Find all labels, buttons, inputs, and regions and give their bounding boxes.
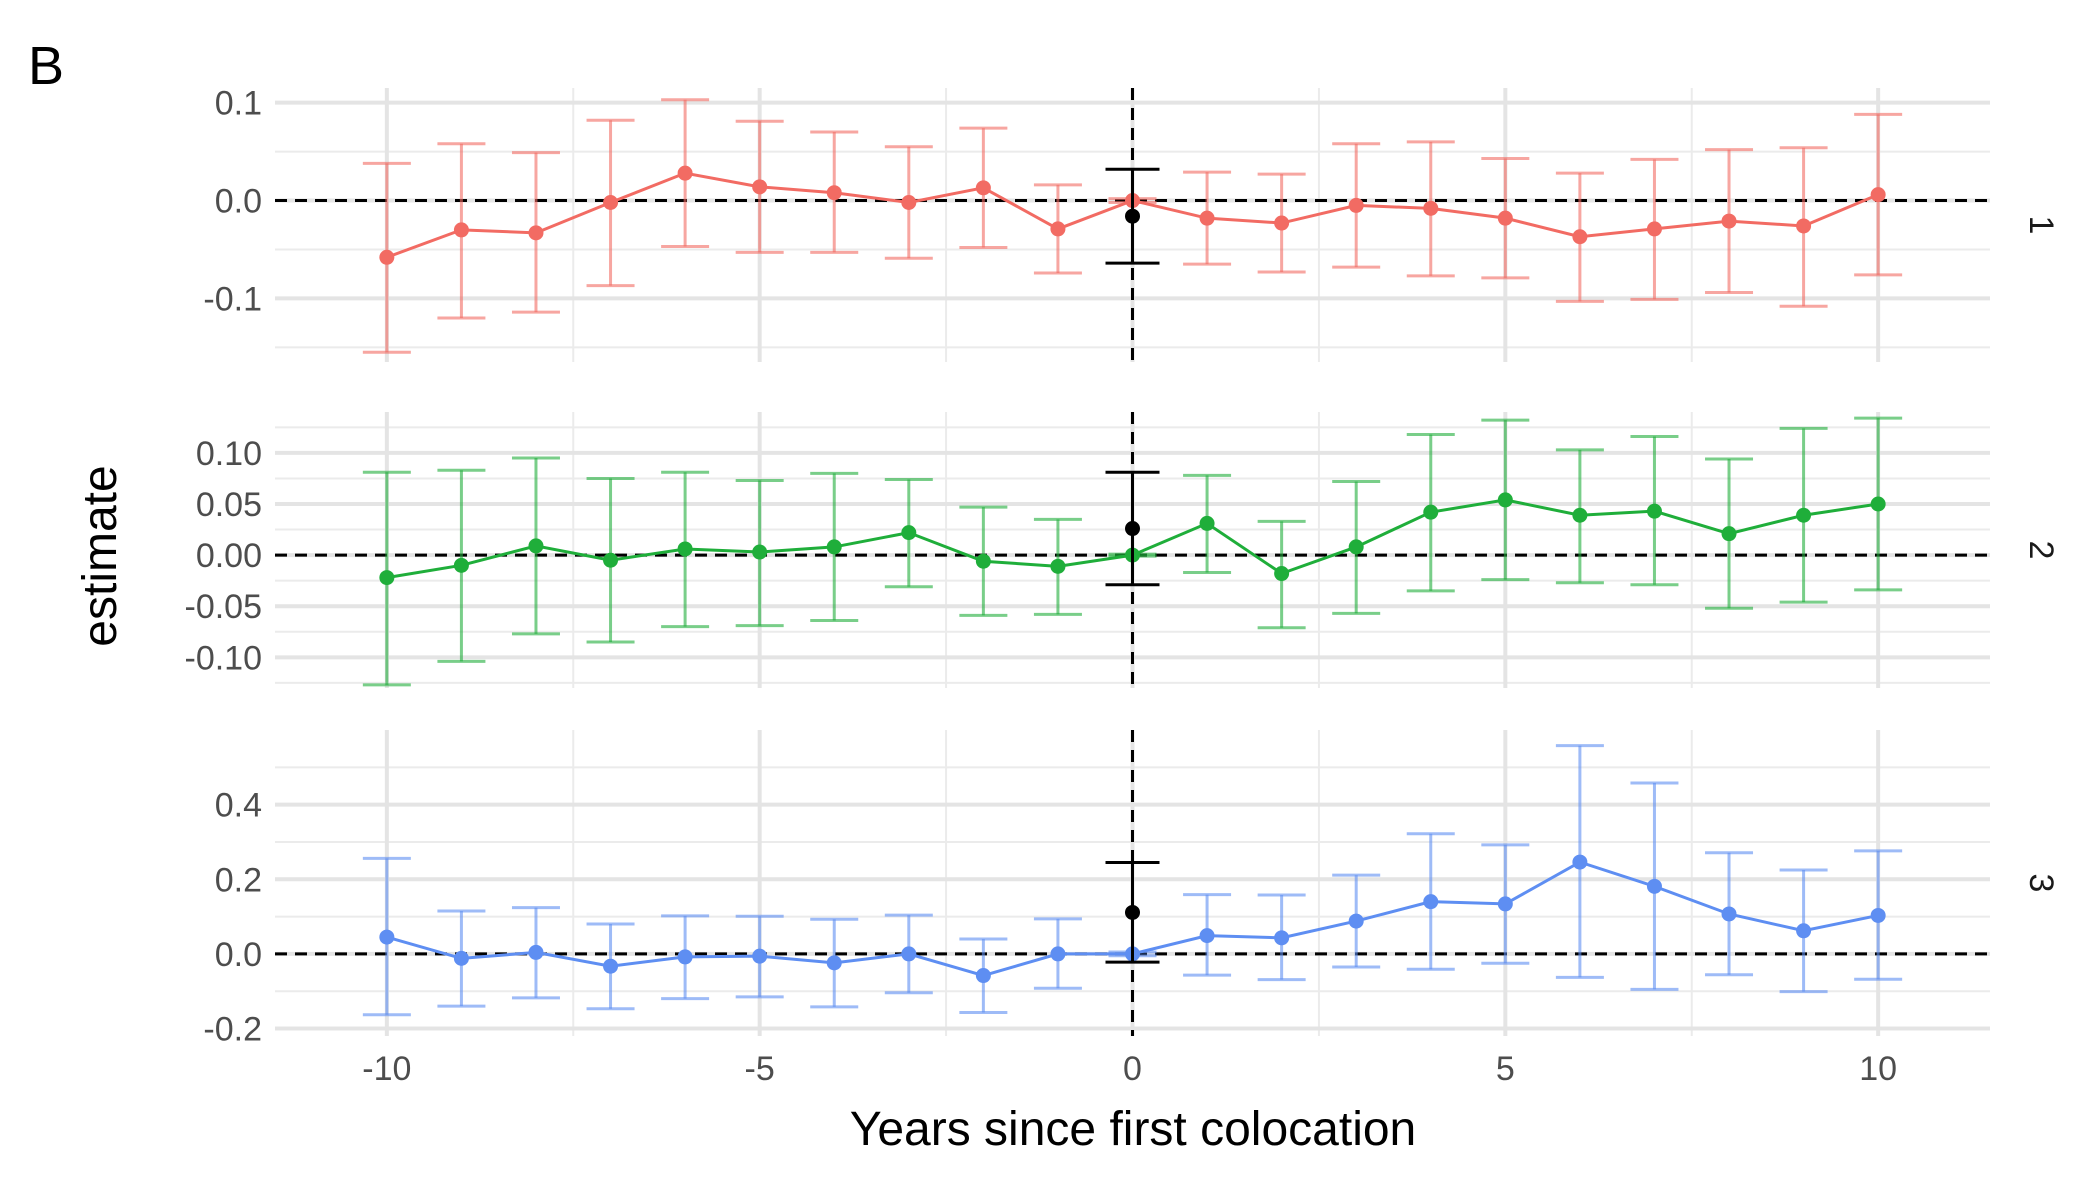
x-tick-label: -10 — [362, 1050, 411, 1088]
x-tick-label: 5 — [1496, 1050, 1515, 1088]
data-point — [1572, 507, 1588, 523]
facet-strip-label: 3 — [2022, 874, 2060, 893]
y-tick-label: 0.00 — [196, 537, 262, 575]
data-point — [1050, 221, 1066, 237]
data-point — [975, 180, 991, 196]
data-point — [901, 525, 917, 541]
data-point — [1199, 928, 1215, 944]
data-point — [1050, 946, 1066, 962]
data-point — [603, 194, 619, 210]
data-point — [1199, 210, 1215, 226]
data-point — [1423, 894, 1439, 910]
data-point — [1497, 896, 1513, 912]
data-point — [1274, 566, 1290, 582]
facet-panel-3: -0.2 0.0 0.2 0.4 3 — [203, 730, 2060, 1049]
y-tick-label: 0.0 — [215, 936, 262, 974]
y-tick-label: 0.05 — [196, 486, 262, 524]
data-point — [1348, 913, 1364, 929]
y-tick-label: 0.2 — [215, 861, 262, 899]
data-point — [1796, 218, 1812, 234]
pooled-point — [1125, 521, 1140, 537]
data-point — [603, 958, 619, 974]
data-point — [379, 249, 395, 265]
pooled-point — [1125, 904, 1140, 920]
x-axis-title: Years since first colocation — [850, 1103, 1417, 1156]
data-point — [975, 968, 991, 984]
data-point — [1646, 503, 1662, 519]
facet-panel-1: -0.1 0.0 0.1 1 — [203, 85, 2060, 362]
data-point — [1423, 504, 1439, 520]
data-point — [826, 185, 842, 201]
data-point — [1497, 492, 1513, 508]
data-point — [1721, 526, 1737, 542]
data-point — [453, 222, 469, 238]
data-point — [752, 544, 768, 560]
x-axis: -10 -5 0 5 10 — [362, 1050, 1897, 1088]
data-point — [901, 946, 917, 962]
y-tick-label: -0.10 — [185, 639, 263, 677]
data-point — [1796, 507, 1812, 523]
data-point — [901, 194, 917, 210]
facet-strip-label: 2 — [2022, 541, 2060, 560]
data-point — [603, 552, 619, 568]
data-point — [826, 955, 842, 971]
y-axis-title: estimate — [74, 465, 127, 646]
data-point — [975, 553, 991, 569]
data-point — [1870, 907, 1886, 923]
data-point — [1050, 558, 1066, 574]
data-point — [677, 949, 693, 965]
data-point — [1870, 496, 1886, 512]
data-point — [379, 929, 395, 945]
data-point — [528, 944, 544, 960]
data-point — [1646, 221, 1662, 237]
x-tick-label: 10 — [1859, 1050, 1897, 1088]
data-point — [826, 539, 842, 555]
y-tick-label: 0.0 — [215, 183, 262, 221]
facets-container: -0.1 0.0 0.1 1 -0.10 -0.05 0.00 0.05 0.10 2 -0.2 0.… — [185, 85, 2061, 1049]
facet-panel-2: -0.10 -0.05 0.00 0.05 0.10 2 — [185, 412, 2060, 688]
data-point — [1796, 923, 1812, 939]
data-point — [752, 179, 768, 195]
y-tick-label: 0.10 — [196, 435, 262, 473]
y-tick-label: 0.1 — [215, 85, 262, 123]
data-point — [1497, 210, 1513, 226]
data-point — [528, 225, 544, 241]
data-point — [1646, 878, 1662, 894]
data-point — [677, 165, 693, 181]
data-point — [1348, 197, 1364, 213]
facet-strip-label: 1 — [2022, 216, 2060, 235]
data-point — [1348, 539, 1364, 555]
data-point — [528, 538, 544, 554]
y-tick-label: 0.4 — [215, 787, 262, 825]
data-point — [1199, 515, 1215, 531]
x-tick-label: -5 — [745, 1050, 775, 1088]
data-point — [379, 570, 395, 586]
data-point — [1274, 215, 1290, 231]
data-point — [1870, 187, 1886, 203]
data-point — [453, 950, 469, 966]
data-point — [752, 948, 768, 964]
panel-letter: B — [28, 36, 64, 96]
data-point — [1572, 229, 1588, 245]
data-point — [453, 557, 469, 573]
data-point — [1721, 906, 1737, 922]
y-tick-label: -0.1 — [203, 280, 262, 318]
y-tick-label: -0.2 — [203, 1011, 262, 1049]
data-point — [1274, 930, 1290, 946]
y-tick-label: -0.05 — [185, 588, 263, 626]
x-tick-label: 0 — [1123, 1050, 1142, 1088]
pooled-point — [1125, 208, 1140, 224]
data-point — [677, 541, 693, 557]
data-point — [1572, 854, 1588, 870]
data-point — [1721, 213, 1737, 229]
data-point — [1423, 200, 1439, 216]
